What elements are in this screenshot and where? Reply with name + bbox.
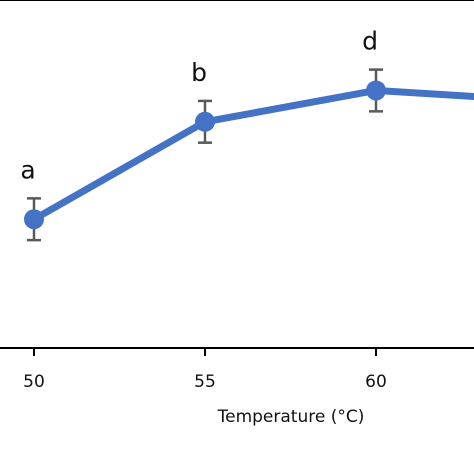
significance-label-d: d [362, 27, 378, 56]
series-line [30, 86, 474, 223]
x-tick-label-55: 55 [194, 372, 216, 392]
data-point [366, 80, 386, 101]
data-point [195, 111, 215, 132]
x-tick-label-50: 50 [23, 372, 45, 392]
significance-label-b: b [191, 58, 207, 87]
x-axis-tick-labels: 50 55 60 [23, 372, 387, 392]
significance-label-a: a [20, 155, 35, 184]
x-axis-title: Temperature (°C) [217, 407, 365, 427]
series-layer: a b d [20, 27, 474, 242]
x-tick-label-60: 60 [365, 372, 387, 392]
data-point [24, 209, 44, 230]
x-axis-ticks [33, 348, 377, 356]
